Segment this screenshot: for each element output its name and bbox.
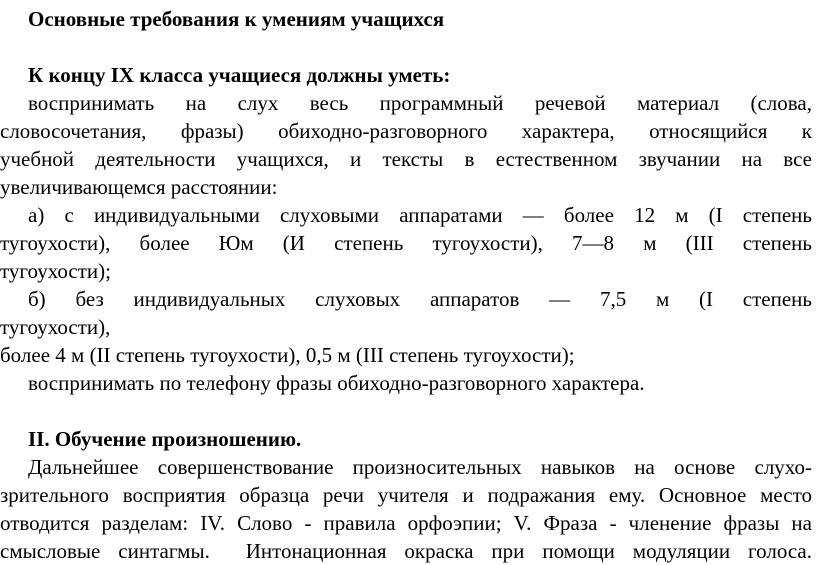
text-line: а) с индивидуальными слуховыми аппаратам… <box>28 203 812 227</box>
text-line: смысловые синтагмы. Интонационная окраск… <box>0 539 812 563</box>
section-pronunciation-heading: II. Обучение произношению. <box>28 427 302 451</box>
document-title: Основные требования к умениям учащихся <box>28 7 445 31</box>
text-line: б) без индивидуальных слуховых аппаратов… <box>28 287 812 311</box>
text-line: тугоухости), более Юм (И степень тугоухо… <box>0 231 812 255</box>
text-line: более 4 м (II степень тугоухости), 0,5 м… <box>0 343 575 367</box>
text-line: увеличивающемся расстоянии: <box>0 175 278 199</box>
section-hearing-heading: К концу IX класса учащиеся должны уметь: <box>28 63 451 87</box>
text-line: зрительного восприятия образца речи учит… <box>0 483 812 507</box>
blank-line <box>0 397 812 425</box>
text-line: Дальнейшее совершенствование произносите… <box>28 455 812 479</box>
blank-line <box>0 33 812 61</box>
text-line: тугоухости); <box>0 259 111 283</box>
text-line: воспринимать на слух весь программный ре… <box>28 91 812 115</box>
text-line: воспринимать по телефону фразы обиходно-… <box>28 371 645 395</box>
text-line: словосочетания, фразы) обиходно-разговор… <box>0 119 812 143</box>
text-line: отводится разделам: IV. Слово - правила … <box>0 511 812 535</box>
text-line: тугоухости), <box>0 315 111 339</box>
text-line: учебной деятельности учащихся, и тексты … <box>0 147 812 171</box>
